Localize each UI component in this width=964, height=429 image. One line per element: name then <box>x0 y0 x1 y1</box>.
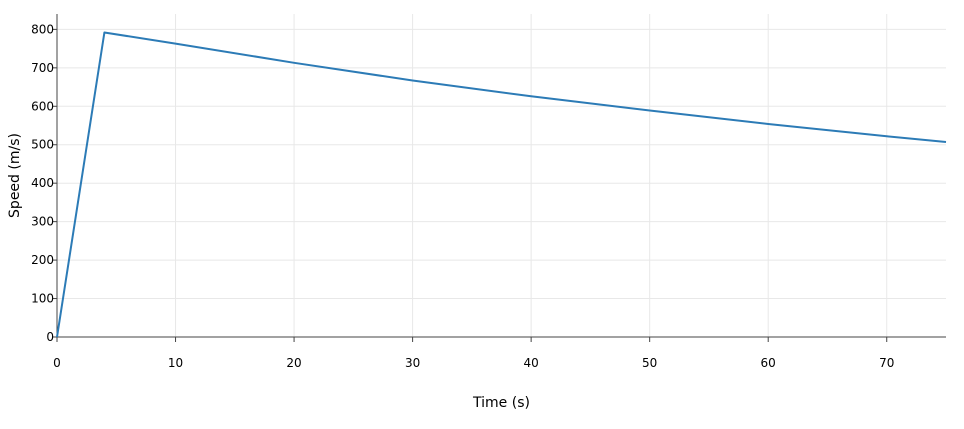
axes <box>56 14 946 338</box>
y-tick-label: 300 <box>31 215 54 229</box>
x-tick-label: 50 <box>642 356 657 370</box>
x-tick-label: 0 <box>53 356 61 370</box>
y-tick-label: 700 <box>31 61 54 75</box>
x-axis-title: Time (s) <box>472 395 530 411</box>
x-tick-label: 30 <box>405 356 420 370</box>
series-line <box>56 31 947 338</box>
y-tick-label: 400 <box>31 176 54 190</box>
series-lines <box>56 31 947 338</box>
y-tick-label: 800 <box>31 22 54 36</box>
grid-lines <box>57 14 946 337</box>
y-tick-label: 500 <box>31 138 54 152</box>
x-tick-label: 40 <box>523 356 538 370</box>
y-tick-label: 0 <box>46 330 54 344</box>
y-tick-label: 600 <box>31 99 54 113</box>
x-tick-label: 60 <box>761 356 776 370</box>
y-tick-label: 200 <box>31 253 54 267</box>
x-tick-label: 20 <box>286 356 301 370</box>
y-axis-title: Speed (m/s) <box>7 133 23 218</box>
x-tick-label: 10 <box>168 356 183 370</box>
y-tick-label: 100 <box>31 292 54 306</box>
x-tick-label: 70 <box>879 356 894 370</box>
